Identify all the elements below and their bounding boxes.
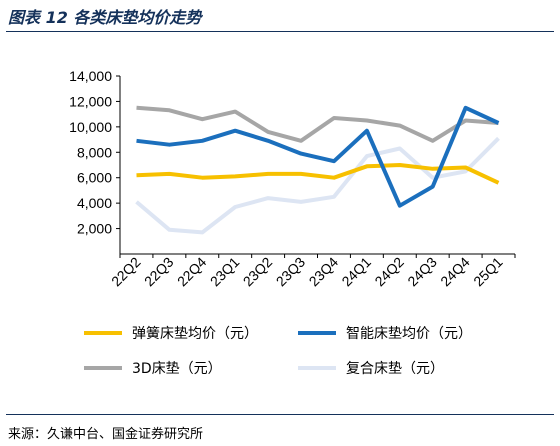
y-tick-label: 14,000 [69, 68, 112, 84]
x-tick-label: 23Q1 [207, 254, 243, 290]
series-line-2 [136, 105, 499, 143]
x-tick-label: 22Q4 [174, 254, 210, 290]
y-tick-label: 6,000 [77, 170, 112, 186]
legend-label: 复合床垫（元） [346, 360, 444, 377]
legend-label: 3D床垫（元） [132, 361, 222, 377]
series-line-1 [136, 105, 500, 208]
line-chart: 2,000 4,000 6,000 8,000 10,000 12,000 14,000 2… [69, 68, 516, 377]
series-line-3 [135, 136, 500, 235]
x-tick-label: 25Q1 [470, 254, 506, 290]
x-tick-label: 24Q1 [338, 254, 374, 290]
y-tick-label: 10,000 [69, 119, 112, 135]
source-note: 来源：久谦中台、国金证券研究所 [8, 427, 204, 442]
x-tick-label: 24Q2 [371, 254, 407, 290]
x-tick-label: 23Q4 [306, 254, 342, 290]
title-divider [6, 31, 554, 32]
y-axis-ticks: 2,000 4,000 6,000 8,000 10,000 12,000 14,000 [69, 68, 120, 237]
source-divider [6, 414, 554, 415]
chart-axes [119, 76, 515, 255]
y-tick-label: 2,000 [77, 221, 112, 237]
y-tick-label: 4,000 [77, 195, 112, 211]
x-axis-ticks: 22Q222Q322Q423Q123Q223Q323Q424Q124Q224Q3… [108, 254, 516, 290]
x-tick-label: 23Q2 [240, 254, 276, 290]
x-tick-label: 24Q4 [437, 254, 473, 290]
legend: 弹簧床垫均价（元） 智能床垫均价（元） 3D床垫（元） 复合床垫（元） [84, 326, 472, 377]
x-tick-label: 23Q3 [273, 254, 309, 290]
figure-title: 图表 12 各类床垫均价走势 [8, 8, 202, 27]
x-tick-label: 22Q3 [141, 254, 177, 290]
legend-label: 智能床垫均价（元） [346, 326, 472, 342]
x-tick-label: 24Q3 [404, 254, 440, 290]
legend-label: 弹簧床垫均价（元） [132, 326, 258, 342]
y-tick-label: 8,000 [77, 144, 112, 160]
y-tick-label: 12,000 [69, 93, 112, 109]
x-tick-label: 22Q2 [108, 254, 144, 290]
series-lines [135, 105, 500, 235]
